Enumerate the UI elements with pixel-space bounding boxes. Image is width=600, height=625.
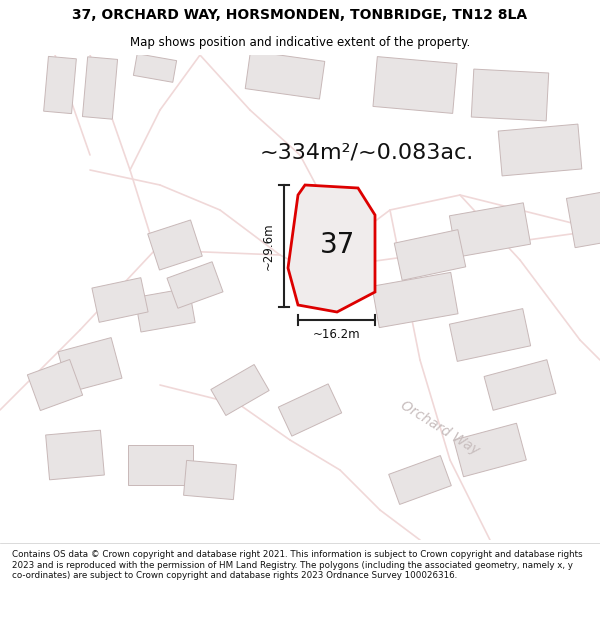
Polygon shape	[46, 430, 104, 480]
Polygon shape	[373, 57, 457, 113]
Polygon shape	[372, 272, 458, 328]
Polygon shape	[449, 309, 530, 361]
Polygon shape	[566, 192, 600, 248]
Polygon shape	[211, 364, 269, 416]
Polygon shape	[449, 202, 530, 258]
Polygon shape	[128, 445, 193, 485]
Text: 37: 37	[320, 231, 355, 259]
Polygon shape	[92, 278, 148, 322]
Text: 37, ORCHARD WAY, HORSMONDEN, TONBRIDGE, TN12 8LA: 37, ORCHARD WAY, HORSMONDEN, TONBRIDGE, …	[73, 8, 527, 22]
Polygon shape	[389, 456, 451, 504]
Polygon shape	[82, 57, 118, 119]
Text: Map shows position and indicative extent of the property.: Map shows position and indicative extent…	[130, 36, 470, 49]
Polygon shape	[28, 359, 83, 411]
Polygon shape	[471, 69, 549, 121]
Polygon shape	[394, 229, 466, 281]
Polygon shape	[278, 384, 341, 436]
Polygon shape	[133, 54, 176, 82]
Polygon shape	[245, 51, 325, 99]
Polygon shape	[44, 56, 76, 114]
Text: Contains OS data © Crown copyright and database right 2021. This information is : Contains OS data © Crown copyright and d…	[12, 550, 583, 580]
Polygon shape	[184, 461, 236, 499]
Polygon shape	[288, 185, 375, 312]
Polygon shape	[484, 359, 556, 411]
Polygon shape	[135, 288, 195, 332]
Text: ~16.2m: ~16.2m	[313, 328, 361, 341]
Polygon shape	[454, 423, 526, 477]
Polygon shape	[148, 220, 202, 270]
Polygon shape	[498, 124, 582, 176]
Text: ~334m²/~0.083ac.: ~334m²/~0.083ac.	[260, 142, 474, 162]
Text: Orchard Way: Orchard Way	[398, 398, 482, 458]
Polygon shape	[167, 262, 223, 308]
Text: ~29.6m: ~29.6m	[262, 222, 275, 270]
Polygon shape	[58, 338, 122, 392]
